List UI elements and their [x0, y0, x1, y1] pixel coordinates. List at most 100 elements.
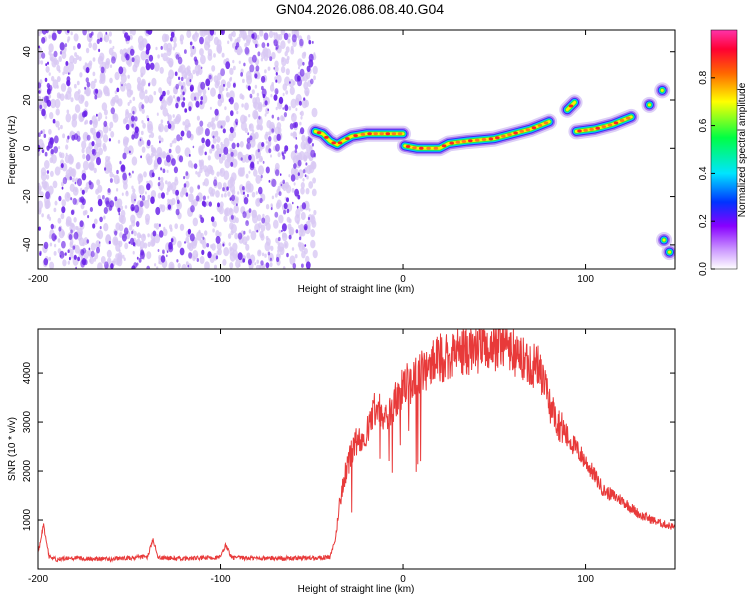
noise-blob-light: [92, 57, 96, 62]
noise-blob-light: [155, 46, 158, 51]
noise-blob-dark: [180, 76, 184, 82]
noise-blob-light: [158, 261, 161, 265]
noise-blob-light: [295, 107, 298, 112]
noise-blob-dark: [294, 144, 298, 150]
noise-blob-light: [241, 94, 245, 100]
noise-blob-light: [93, 218, 98, 225]
ridge-hotspot: [345, 137, 350, 141]
noise-blob-light: [209, 148, 213, 154]
noise-blob-light: [51, 75, 55, 82]
noise-blob-dark: [147, 117, 150, 122]
noise-blob-light: [275, 106, 278, 111]
noise-blob-light: [162, 228, 168, 237]
colorbar-tick-label: 0.0: [698, 262, 709, 276]
noise-blob-dark: [286, 252, 289, 258]
noise-blob-dark: [41, 108, 46, 117]
noise-blob-dark: [97, 198, 103, 207]
noise-blob-light: [56, 92, 61, 99]
noise-blob-dark: [195, 100, 200, 108]
noise-blob-dark: [103, 207, 108, 214]
noise-blob-light: [108, 127, 112, 132]
noise-blob-dark: [310, 149, 316, 158]
noise-blob-light: [243, 36, 246, 41]
noise-blob-dark: [265, 166, 270, 174]
noise-blob-light: [67, 260, 71, 265]
ridge-hotspot: [519, 129, 524, 133]
ridge-hotspot: [412, 146, 417, 150]
noise-blob-light: [310, 160, 316, 170]
noise-blob-dark: [275, 169, 280, 177]
noise-blob-light: [215, 230, 220, 237]
noise-blob-light: [265, 235, 269, 241]
noise-blob-light: [43, 181, 49, 191]
noise-blob-light: [217, 72, 222, 81]
noise-blob-light: [136, 238, 141, 247]
noise-blob-light: [40, 171, 47, 182]
noise-blob-light: [109, 77, 113, 84]
spectrogram-x-axis-label: Height of straight line (km): [298, 284, 415, 295]
noise-blob-light: [211, 65, 216, 72]
noise-blob-light: [307, 214, 313, 223]
colorbar-tick-label: 0.4: [698, 166, 709, 180]
noise-blob-light: [282, 83, 288, 91]
noise-blob-light: [280, 40, 286, 50]
ridge-hotspot: [601, 125, 607, 129]
noise-blob-light: [255, 149, 258, 154]
noise-blob-dark: [122, 152, 127, 160]
noise-blob-light: [207, 121, 212, 128]
noise-blob-dark: [149, 62, 155, 70]
noise-blob-light: [237, 191, 240, 195]
noise-blob-dark: [298, 100, 302, 106]
noise-blob-light: [115, 258, 120, 266]
noise-blob-dark: [200, 217, 205, 224]
ridge-hotspot: [385, 132, 391, 136]
noise-blob-light: [229, 252, 236, 262]
noise-blob-dark: [184, 241, 186, 244]
noise-blob-dark: [65, 61, 69, 66]
noise-blob-dark: [252, 54, 257, 63]
colorbar-frame: [710, 29, 738, 270]
noise-blob-dark: [131, 230, 134, 235]
noise-blob-dark: [305, 261, 311, 269]
noise-blob-dark: [129, 237, 135, 245]
noise-blob-light: [207, 53, 213, 61]
ridge-hotspot: [331, 141, 337, 145]
noise-blob-light: [264, 221, 267, 227]
noise-blob-light: [256, 92, 260, 97]
noise-blob-light: [97, 184, 103, 193]
noise-blob-light: [253, 111, 259, 119]
noise-blob-light: [226, 81, 231, 89]
noise-blob-dark: [80, 249, 85, 256]
noise-blob-light: [116, 178, 120, 184]
noise-blob-light: [186, 30, 192, 39]
noise-blob-light: [82, 160, 89, 171]
noise-blob-light: [124, 82, 127, 87]
noise-blob-light: [156, 146, 163, 157]
noise-blob-light: [227, 40, 230, 45]
noise-blob-light: [225, 87, 228, 92]
noise-blob-light: [310, 229, 316, 238]
noise-blob-light: [287, 38, 291, 44]
noise-blob-dark: [146, 139, 151, 146]
ridge-hotspot: [613, 121, 619, 125]
ridge-band: [647, 103, 651, 107]
noise-blob-dark: [248, 154, 252, 161]
noise-blob-light: [97, 262, 103, 269]
noise-blob-dark: [192, 45, 195, 50]
noise-blob-dark: [131, 115, 135, 122]
noise-blob-dark: [194, 96, 197, 101]
noise-blob-light: [303, 81, 309, 90]
noise-blob-light: [85, 146, 92, 156]
noise-blob-light: [262, 265, 266, 269]
noise-blob-light: [304, 99, 309, 108]
noise-blob-light: [264, 69, 267, 74]
noise-blob-light: [270, 154, 272, 158]
noise-blob-light: [145, 218, 150, 225]
noise-blob-light: [216, 136, 221, 143]
noise-blob-light: [216, 120, 222, 129]
noise-blob-dark: [92, 149, 97, 156]
noise-blob-light: [297, 169, 304, 179]
noise-blob-dark: [273, 39, 278, 47]
noise-blob-light: [50, 170, 54, 177]
